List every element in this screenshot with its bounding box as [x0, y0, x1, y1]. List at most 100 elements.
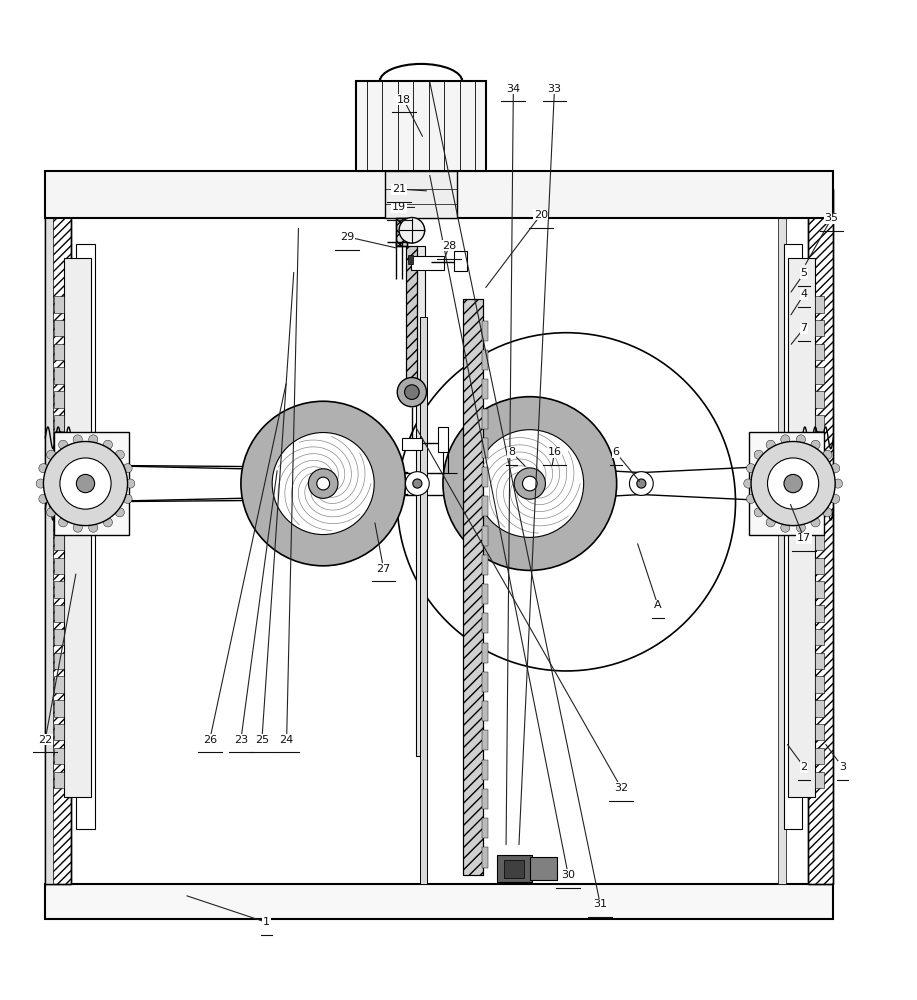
Circle shape [784, 474, 802, 493]
Bar [54, 391, 63, 408]
Text: 35: 35 [824, 213, 838, 223]
Bar [482, 584, 488, 604]
Circle shape [123, 464, 132, 473]
Bar [482, 496, 488, 516]
Circle shape [476, 430, 583, 537]
Text: 8: 8 [508, 447, 515, 457]
Bar [54, 463, 63, 479]
Text: 21: 21 [392, 184, 406, 194]
Bar [482, 350, 488, 370]
Bar [420, 317, 427, 884]
Circle shape [47, 508, 56, 517]
Bar [482, 818, 488, 838]
Text: 1: 1 [263, 917, 270, 927]
Circle shape [104, 440, 113, 449]
Circle shape [89, 435, 98, 444]
Text: 28: 28 [442, 241, 457, 251]
Text: 18: 18 [396, 95, 411, 105]
Bar [482, 701, 488, 721]
Text: 5: 5 [801, 268, 808, 278]
Bar [76, 244, 94, 829]
Bar [454, 251, 467, 271]
Bar [415, 246, 425, 756]
Circle shape [744, 479, 753, 488]
Bar [788, 258, 815, 797]
Bar [45, 189, 71, 884]
Bar [815, 463, 824, 479]
Bar [815, 676, 824, 693]
Bar [530, 857, 558, 880]
Bar [815, 700, 824, 717]
Text: 16: 16 [547, 447, 561, 457]
Text: 23: 23 [234, 735, 248, 745]
Circle shape [413, 479, 422, 488]
Bar [45, 189, 52, 884]
Bar [482, 789, 488, 809]
Text: 34: 34 [506, 84, 521, 94]
Bar [406, 246, 417, 390]
Bar [482, 467, 488, 487]
Bar [815, 486, 824, 503]
Bar [815, 653, 824, 669]
Bar [808, 189, 834, 884]
Circle shape [39, 494, 48, 503]
Bar [438, 427, 447, 452]
Circle shape [751, 441, 835, 526]
Circle shape [59, 518, 68, 527]
Circle shape [823, 508, 832, 517]
Bar [63, 258, 91, 797]
Bar [463, 299, 483, 875]
Bar [54, 558, 63, 574]
Circle shape [754, 508, 763, 517]
Circle shape [629, 472, 653, 495]
Bar [482, 760, 488, 780]
Circle shape [397, 377, 426, 407]
Bar [54, 581, 63, 598]
Bar [482, 643, 488, 663]
Bar [54, 486, 63, 503]
Bar [411, 256, 444, 270]
Bar [482, 321, 488, 341]
Circle shape [36, 479, 45, 488]
Bar [482, 526, 488, 546]
Bar [54, 415, 63, 431]
Bar [815, 391, 824, 408]
Bar [482, 409, 488, 429]
Bar [815, 629, 824, 645]
Circle shape [766, 440, 775, 449]
Bar [815, 510, 824, 527]
Circle shape [60, 458, 111, 509]
Bar [54, 432, 129, 535]
Circle shape [43, 441, 127, 526]
Bar [482, 613, 488, 633]
Circle shape [780, 435, 790, 444]
Text: 22: 22 [39, 735, 52, 745]
Circle shape [59, 440, 68, 449]
Bar [815, 558, 824, 574]
Bar [815, 344, 824, 360]
Text: 2: 2 [801, 762, 808, 772]
Bar [385, 171, 457, 218]
Bar [482, 847, 488, 868]
Text: 19: 19 [392, 202, 406, 212]
Circle shape [523, 476, 537, 491]
Bar [54, 700, 63, 717]
Circle shape [768, 458, 819, 509]
Circle shape [39, 464, 48, 473]
Bar [815, 748, 824, 764]
Bar [356, 81, 486, 171]
Text: 20: 20 [534, 210, 547, 220]
Circle shape [241, 401, 405, 566]
Text: 27: 27 [376, 564, 391, 574]
Circle shape [316, 477, 329, 490]
Bar [54, 534, 63, 550]
Text: 31: 31 [593, 899, 607, 909]
Bar [396, 218, 407, 246]
Circle shape [405, 472, 429, 495]
Circle shape [404, 385, 419, 399]
Bar [482, 379, 488, 399]
Bar [463, 299, 483, 875]
Text: 6: 6 [613, 447, 619, 457]
Circle shape [796, 435, 805, 444]
Circle shape [823, 450, 832, 459]
